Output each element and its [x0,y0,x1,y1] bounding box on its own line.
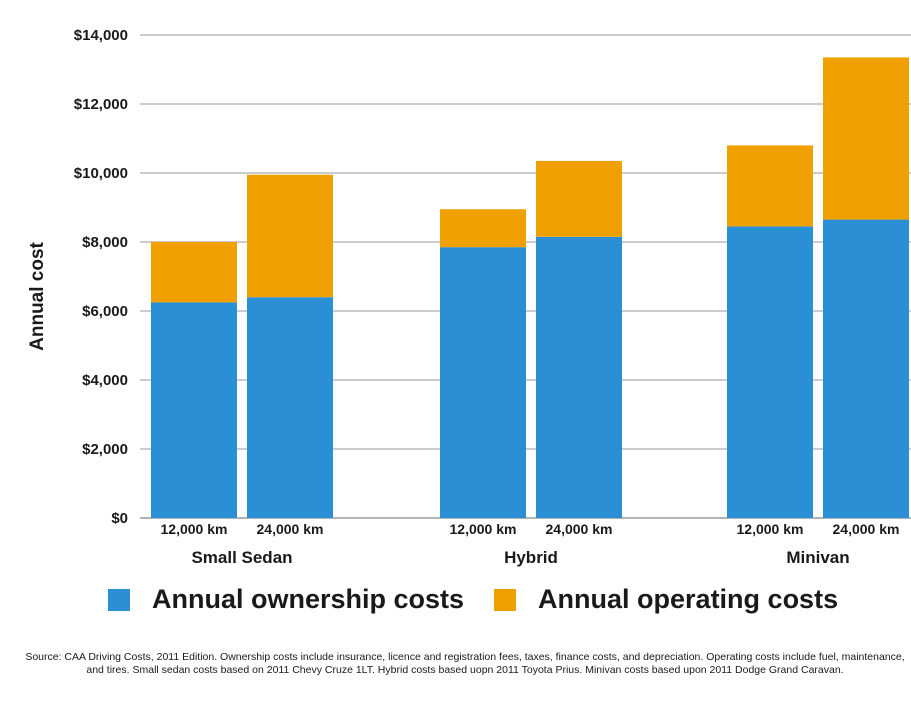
bar-segment-ownership [727,226,813,518]
legend-swatch-operating [494,588,517,611]
group-label: Hybrid [504,548,558,567]
bar-segment-operating [727,145,813,227]
legend-swatch-ownership [108,588,130,611]
bar-segment-ownership [151,302,237,518]
bar-segment-ownership [440,247,526,519]
bar-segment-ownership [536,236,622,518]
legend-item-ownership: Annual ownership costs [108,584,464,615]
y-tick-label: $14,000 [74,27,128,44]
bar-label: 24,000 km [257,521,324,537]
bar-segment-operating [440,209,526,248]
bar-label: 24,000 km [833,521,900,537]
legend-label-ownership: Annual ownership costs [152,584,465,614]
y-tick-label: $0 [111,510,128,527]
bar-label: 12,000 km [161,521,228,537]
group-label: Small Sedan [191,548,292,567]
bar-segment-operating [536,160,622,237]
legend-label-operating: Annual operating costs [538,584,839,614]
bar-label: 24,000 km [546,521,613,537]
y-tick-label: $10,000 [74,165,128,182]
stacked-bar-chart: $0 $2,000 $4,000 $6,000 $8,000 $10,000 $12,000… [27,27,911,567]
y-tick-label: $8,000 [82,234,128,251]
bar-label: 12,000 km [450,521,517,537]
chart-legend: Annual ownership costs Annual operating … [108,584,868,615]
y-tick-label: $6,000 [82,303,128,320]
y-tick-label: $12,000 [74,96,128,113]
bar-segment-ownership [247,297,333,518]
legend-item-operating: Annual operating costs [494,584,838,615]
y-tick-label: $2,000 [82,441,128,458]
source-note: Source: CAA Driving Costs, 2011 Edition.… [25,651,905,676]
bar-segment-operating [823,57,909,220]
y-tick-label: $4,000 [82,372,128,389]
group-label: Minivan [786,548,849,567]
bar-label: 12,000 km [737,521,804,537]
bar-segment-operating [247,174,333,298]
y-axis-title: Annual cost [27,241,48,350]
bar-segment-operating [151,242,237,303]
bar-segment-ownership [823,219,909,518]
